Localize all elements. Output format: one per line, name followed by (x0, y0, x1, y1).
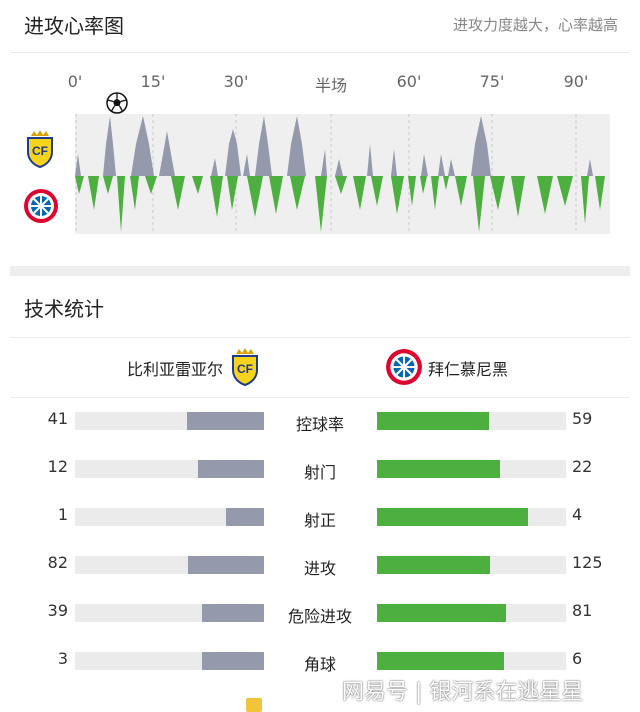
heart-rate-title: 进攻心率图 (24, 14, 124, 38)
away-stat-bar (377, 652, 504, 670)
stat-label: 控球率 (295, 415, 344, 434)
villarreal-crest-icon: CF (232, 348, 258, 386)
tick-30: 30' (223, 72, 249, 91)
home-stat-value: 82 (47, 553, 68, 572)
away-stat-value: 125 (572, 553, 603, 572)
away-stat-bar (377, 604, 506, 622)
tick-half: 半场 (314, 76, 348, 95)
home-stat-value: 41 (47, 409, 68, 428)
villarreal-crest-icon: CF (27, 130, 53, 168)
away-stat-value: 4 (572, 505, 583, 524)
svg-text:CF: CF (237, 362, 253, 376)
stat-row-shots-on-target: 1 射正 4 (0, 501, 640, 531)
home-stat-track (75, 556, 264, 574)
stat-label: 射正 (303, 511, 336, 530)
tick-90: 90' (563, 72, 589, 91)
heart-rate-subtitle: 进攻力度越大，心率越高 (452, 16, 618, 34)
watermark: 网易号 | 银河系在逃星星 (342, 680, 584, 705)
home-stat-bar (188, 556, 264, 574)
stat-label: 进攻 (303, 559, 336, 578)
away-stat-bar (377, 412, 489, 430)
away-stat-value: 6 (572, 649, 583, 668)
stat-row-attacks: 82 进攻 125 (0, 549, 640, 579)
away-stat-track (377, 604, 566, 622)
home-stat-value: 1 (57, 505, 68, 524)
attack-heartrate-chart (75, 114, 610, 234)
yellow-card-icon (246, 698, 262, 712)
home-stat-bar (201, 652, 264, 670)
stat-label: 射门 (303, 463, 336, 482)
home-stat-track (75, 652, 264, 670)
home-stat-value: 39 (47, 601, 68, 620)
stat-label: 危险进攻 (287, 607, 352, 626)
away-stat-value: 81 (572, 601, 593, 620)
svg-text:CF: CF (32, 144, 48, 158)
home-stat-value: 3 (57, 649, 68, 668)
away-stat-bar (377, 556, 491, 574)
away-stat-track (377, 556, 566, 574)
bayern-crest-icon (24, 189, 58, 223)
tick-75: 75' (479, 72, 505, 91)
tick-15: 15' (140, 72, 166, 91)
away-stat-track (377, 508, 566, 526)
tick-0: 0' (67, 72, 83, 91)
tick-60: 60' (396, 72, 422, 91)
tech-stats-title: 技术统计 (24, 297, 104, 321)
away-stat-bar (377, 460, 500, 478)
section-separator (10, 266, 630, 276)
soccer-ball-icon (106, 92, 128, 114)
away-stat-bar (377, 508, 529, 526)
home-stat-bar (186, 412, 264, 430)
home-stat-bar (201, 604, 264, 622)
stat-row-dangerous-attacks: 39 危险进攻 81 (0, 597, 640, 627)
home-team-name: 比利亚雷亚尔 (126, 360, 223, 379)
away-stat-track (377, 460, 566, 478)
home-stat-track (75, 508, 264, 526)
home-stat-value: 12 (47, 457, 68, 476)
header-divider (10, 52, 630, 53)
team-header-divider (10, 397, 630, 398)
bayern-crest-icon (386, 349, 422, 385)
away-stat-track (377, 652, 566, 670)
home-stat-track (75, 460, 264, 478)
stat-row-possession: 41 控球率 59 (0, 405, 640, 435)
home-stat-track (75, 412, 264, 430)
stat-row-shots: 12 射门 22 (0, 453, 640, 483)
home-stat-bar (197, 460, 264, 478)
away-team-name: 拜仁慕尼黑 (428, 360, 509, 379)
away-stat-track (377, 412, 566, 430)
stat-label: 角球 (303, 655, 336, 674)
stat-row-corners: 3 角球 6 (0, 645, 640, 675)
away-heartrate-area (75, 176, 610, 232)
home-stat-bar (226, 508, 264, 526)
home-heartrate-area (75, 116, 610, 176)
away-stat-value: 59 (572, 409, 593, 428)
stats-header-divider (10, 337, 630, 338)
away-stat-value: 22 (572, 457, 593, 476)
home-stat-track (75, 604, 264, 622)
